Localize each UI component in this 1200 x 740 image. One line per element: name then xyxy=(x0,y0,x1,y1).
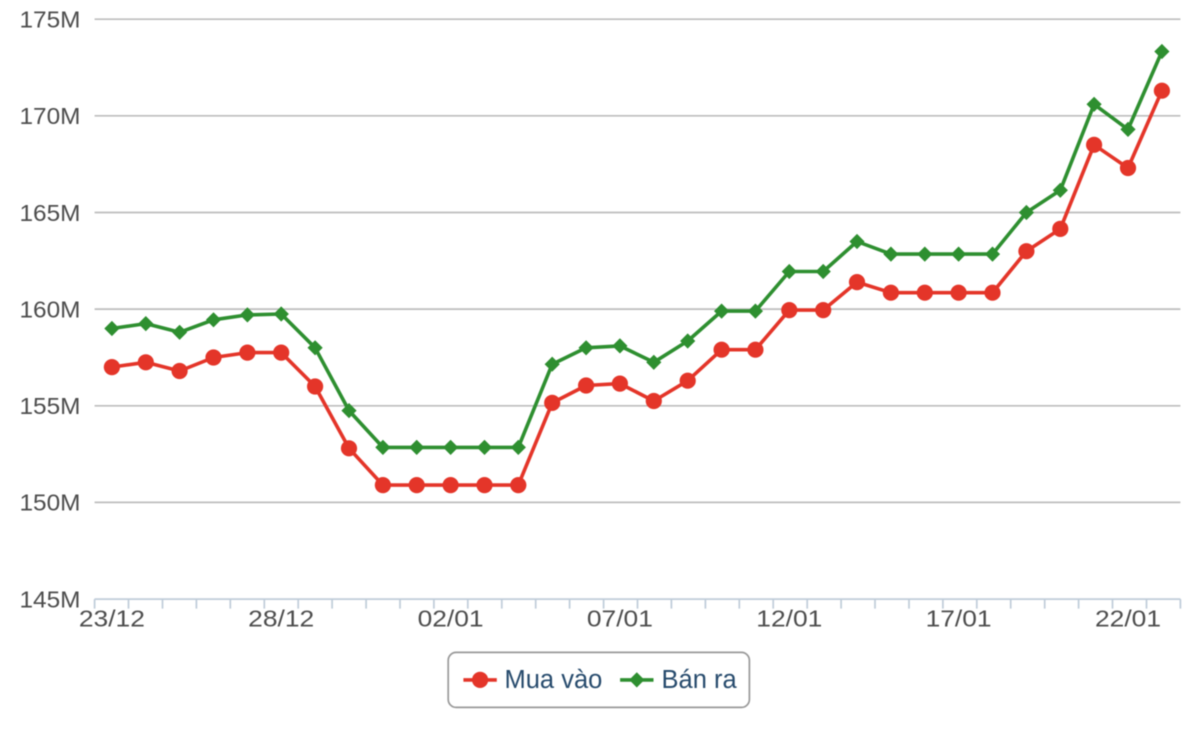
svg-text:Mua vào: Mua vào xyxy=(505,666,603,694)
svg-text:Bán ra: Bán ra xyxy=(662,666,738,694)
svg-text:22/01: 22/01 xyxy=(1095,606,1161,632)
svg-text:17/01: 17/01 xyxy=(926,606,992,632)
svg-text:23/12: 23/12 xyxy=(79,606,145,632)
svg-text:150M: 150M xyxy=(20,490,81,516)
svg-text:160M: 160M xyxy=(20,296,81,322)
svg-text:28/12: 28/12 xyxy=(248,606,314,632)
svg-text:170M: 170M xyxy=(20,103,81,129)
svg-text:02/01: 02/01 xyxy=(418,606,484,632)
svg-text:145M: 145M xyxy=(20,586,81,612)
svg-text:155M: 155M xyxy=(20,393,81,419)
svg-text:165M: 165M xyxy=(20,200,81,226)
svg-text:07/01: 07/01 xyxy=(587,606,653,632)
svg-text:175M: 175M xyxy=(20,7,81,33)
svg-text:12/01: 12/01 xyxy=(756,606,822,632)
